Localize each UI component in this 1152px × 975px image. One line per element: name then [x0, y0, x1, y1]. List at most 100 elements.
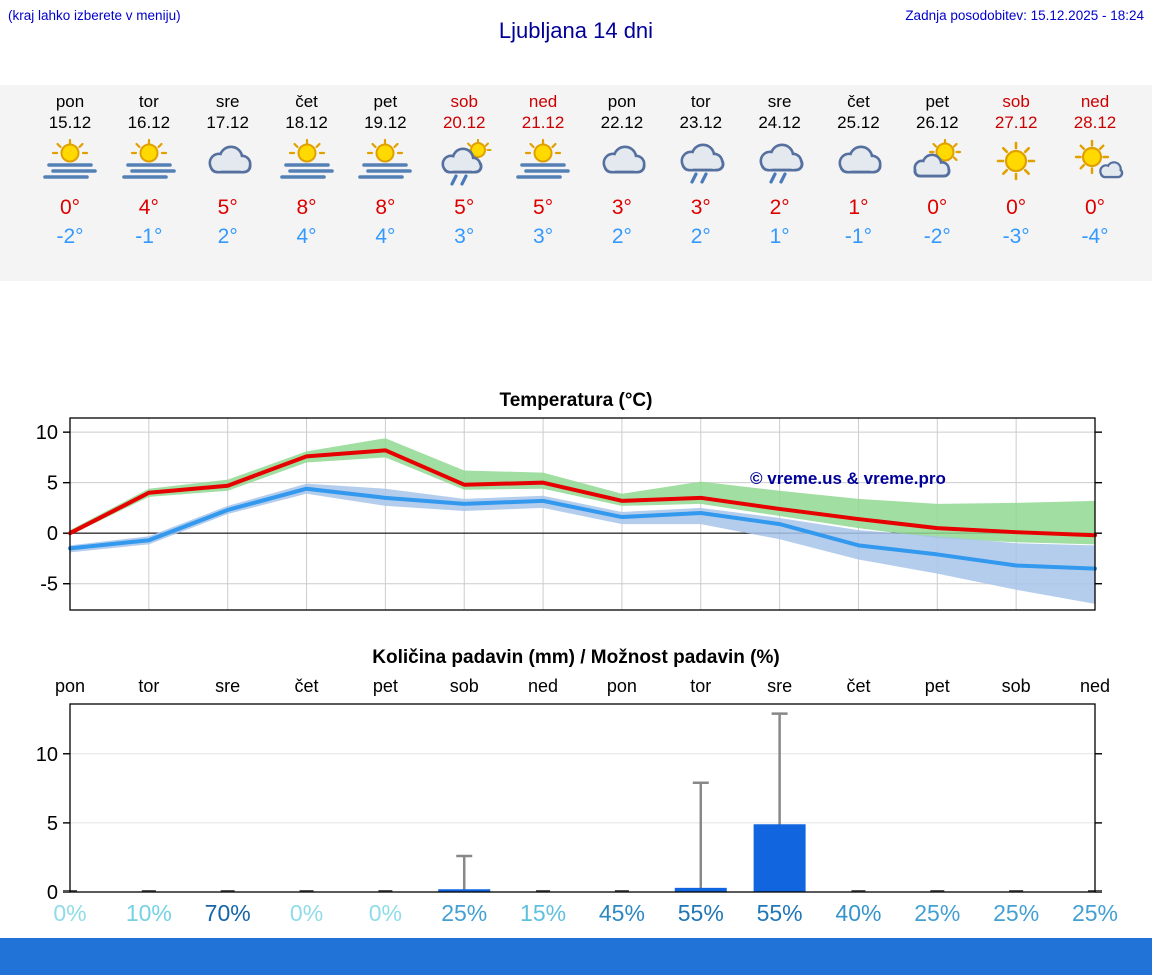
precip-probability: 25%	[441, 900, 488, 926]
shower-sun-icon	[422, 139, 506, 191]
day-low-temp: 2°	[690, 225, 711, 248]
day-date: 15.12	[48, 113, 92, 132]
precip-probability: 25%	[914, 900, 961, 926]
temperature-chart: 10 5 0 -5 © vreme.us & vreme.pro	[36, 417, 1102, 611]
precipitation-chart-title: Količina padavin (mm) / Možnost padavin …	[372, 647, 780, 668]
bottom-bar	[0, 938, 1152, 975]
precip-bar	[753, 824, 806, 892]
cloudy-icon	[186, 139, 270, 191]
day-date: 21.12	[521, 113, 565, 132]
svg-text:0: 0	[47, 523, 58, 545]
day-low-temp: 1°	[769, 225, 790, 248]
forecast-day-24.12: sre 24.12 2° 1°	[738, 85, 822, 249]
day-name: pon	[55, 92, 85, 111]
day-date: 24.12	[758, 113, 801, 132]
precip-probability: 0%	[289, 900, 324, 926]
fog-sun-icon	[265, 139, 349, 191]
precip-day-label: ned	[1079, 676, 1111, 696]
sunny-icon	[974, 139, 1058, 191]
svg-text:5: 5	[47, 813, 58, 835]
forecast-day-25.12: čet 25.12 1° -1°	[816, 85, 900, 249]
forecast-day-21.12: ned 21.12 5° 3°	[501, 85, 585, 249]
cloudy-icon	[816, 139, 900, 191]
day-name: čet	[847, 92, 870, 111]
forecast-day-20.12: sob 20.12 5° 3°	[422, 85, 506, 249]
day-high-temp: 4°	[138, 196, 159, 219]
svg-text:-5: -5	[40, 574, 58, 596]
forecast-day-19.12: pet 19.12 8° 4°	[343, 85, 427, 249]
day-name: pet	[925, 92, 950, 111]
precip-probability: 40%	[835, 900, 882, 926]
forecast-day-28.12: ned 28.12 0° -4°	[1053, 85, 1137, 249]
day-high-temp: 1°	[848, 196, 869, 219]
min-temp-line	[68, 486, 1097, 571]
day-name: pon	[607, 92, 637, 111]
forecast-day-26.12: pet 26.12 0° -2°	[895, 85, 979, 249]
max-temp-line	[68, 448, 1097, 538]
fog-sun-icon	[28, 139, 112, 191]
precip-probability: 55%	[756, 900, 803, 926]
day-date: 19.12	[364, 113, 407, 132]
precip-day-label: sob	[449, 676, 479, 696]
day-date: 17.12	[206, 113, 249, 132]
day-date: 28.12	[1073, 113, 1117, 132]
day-low-temp: 2°	[611, 225, 632, 248]
forecast-day-23.12: tor 23.12 3° 2°	[659, 85, 743, 249]
precip-probability: 45%	[598, 900, 645, 926]
precipitation-chart: 0 5 10	[36, 703, 1102, 900]
precip-probability-row: 0% 10% 70% 0% 0% 25% 15% 45% 55% 55% 40% 25% 25% 25%	[0, 900, 1152, 932]
day-high-temp: 0°	[1006, 196, 1027, 219]
svg-text:5: 5	[47, 473, 58, 495]
day-high-temp: 5°	[533, 196, 554, 219]
precip-probability: 25%	[1071, 900, 1119, 926]
svg-text:10: 10	[36, 744, 58, 766]
watermark: © vreme.us & vreme.pro	[750, 469, 946, 488]
precip-day-label: čet	[846, 676, 871, 696]
precip-probability: 10%	[125, 900, 172, 926]
precip-day-label: čet	[294, 676, 319, 696]
day-name: ned	[528, 92, 558, 111]
day-name: tor	[690, 92, 711, 111]
cloudy-icon	[580, 139, 664, 191]
day-low-temp: -3°	[1002, 225, 1030, 248]
page-title: Ljubljana 14 dni	[498, 18, 654, 43]
precip-probability: 0%	[368, 900, 402, 926]
day-low-temp: -4°	[1081, 225, 1109, 248]
day-name: sre	[215, 92, 240, 111]
precip-day-label: pon	[606, 676, 637, 696]
forecast-day-22.12: pon 22.12 3° 2°	[580, 85, 664, 249]
forecast-day-18.12: čet 18.12 8° 4°	[265, 85, 349, 249]
fog-sun-icon	[501, 139, 585, 191]
precip-bar	[674, 887, 727, 892]
svg-text:0: 0	[47, 882, 58, 900]
sunny-cloud-icon	[1053, 139, 1137, 191]
day-name: sob	[450, 92, 478, 111]
forecast-day-27.12: sob 27.12 0° -3°	[974, 85, 1058, 249]
precip-probability: 55%	[677, 900, 724, 926]
day-name: pet	[373, 92, 398, 111]
day-date: 25.12	[837, 113, 880, 132]
day-name: ned	[1080, 92, 1110, 111]
fog-sun-icon	[343, 139, 427, 191]
day-date: 22.12	[600, 113, 644, 132]
precip-bar	[438, 889, 491, 892]
day-high-temp: 8°	[296, 196, 317, 219]
forecast-strip: pon 15.12 0° -2° tor 16.12 4° -1° sre 17.12 5° 2° če…	[0, 85, 1152, 281]
precip-day-label: pet	[372, 676, 398, 696]
forecast-day-15.12: pon 15.12 0° -2°	[28, 85, 112, 249]
precip-day-labels: pon tor sre čet pet sob ned pon tor sre čet pet sob n…	[0, 676, 1152, 698]
day-high-temp: 0°	[927, 196, 948, 219]
day-date: 26.12	[916, 113, 959, 132]
day-low-temp: 4°	[375, 225, 396, 248]
temperature-chart-title: Temperatura (°C)	[499, 390, 653, 411]
day-high-temp: 3°	[611, 196, 632, 219]
partly-icon	[895, 139, 979, 191]
precip-probability: 15%	[520, 900, 567, 926]
svg-text:10: 10	[36, 422, 58, 444]
precip-probability: 0%	[53, 900, 87, 926]
last-update: Zadnja posodobitev: 15.12.2025 - 18:24	[905, 8, 1144, 23]
day-name: sob	[1002, 92, 1030, 111]
precip-probability: 25%	[993, 900, 1040, 926]
precip-day-label: sre	[215, 676, 241, 696]
day-high-temp: 8°	[375, 196, 396, 219]
